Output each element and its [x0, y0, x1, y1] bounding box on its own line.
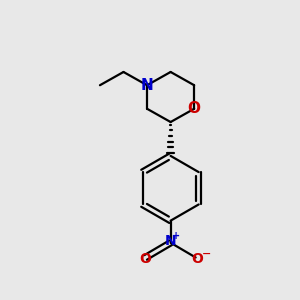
Text: N: N [165, 234, 176, 248]
Text: N: N [141, 78, 153, 93]
Text: −: − [202, 249, 212, 259]
Text: O: O [191, 252, 203, 266]
Text: +: + [172, 231, 180, 241]
Text: O: O [188, 101, 201, 116]
Text: O: O [140, 252, 152, 266]
